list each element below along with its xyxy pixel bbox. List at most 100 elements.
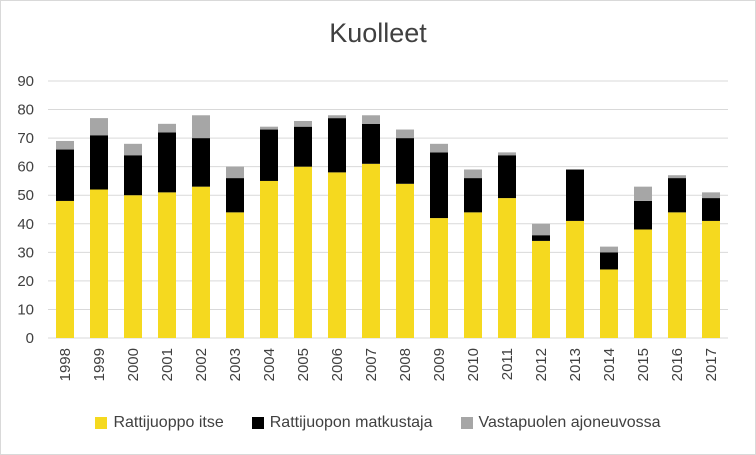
bar-segment [192, 138, 210, 187]
bar-segment [498, 152, 516, 156]
bar-segment [498, 155, 516, 199]
bar-segment [90, 189, 108, 338]
legend-label: Rattijuopon matkustaja [269, 414, 433, 431]
x-tick-label: 2005 [295, 348, 312, 381]
bar-segment [226, 166, 244, 179]
bar-segment [124, 155, 142, 196]
x-tick-label: 2013 [567, 348, 584, 381]
bar-segment [124, 143, 142, 156]
y-tick-label: 60 [17, 159, 34, 176]
bar-segment [600, 252, 618, 270]
x-tick-label: 2000 [125, 348, 142, 381]
x-tick-label: 2002 [193, 348, 210, 381]
bar-segment [634, 200, 652, 230]
x-tick-label: 2014 [601, 348, 618, 381]
bar-segment [90, 118, 108, 136]
bar-segment [532, 240, 550, 338]
bar-segment [158, 123, 176, 133]
x-tick-label: 2011 [499, 348, 516, 380]
bar-segment [668, 212, 686, 338]
x-tick-label: 2010 [465, 348, 482, 381]
bar-segment [260, 180, 278, 338]
bar-segment [56, 200, 74, 338]
x-tick-label: 1999 [91, 348, 108, 381]
bar-segment [634, 186, 652, 201]
bar-segment [294, 166, 312, 338]
bar-segment [192, 186, 210, 338]
x-tick-label: 2006 [329, 348, 346, 381]
bar-segment [362, 123, 380, 164]
bar-segment [396, 183, 414, 338]
x-tick-label: 2003 [227, 348, 244, 381]
bar-segment [124, 195, 142, 338]
chart-legend: Rattijuoppo itse Rattijuopon matkustaja … [0, 408, 756, 438]
bar-segment [192, 115, 210, 139]
x-tick-label: 1998 [57, 348, 74, 381]
x-tick-label: 2017 [703, 348, 720, 381]
bar-segment [362, 163, 380, 338]
y-tick-label: 20 [17, 273, 34, 290]
x-tick-label: 2007 [363, 348, 380, 381]
x-tick-label: 2015 [635, 348, 652, 381]
bar-segment [396, 138, 414, 184]
bar-segment [396, 129, 414, 139]
bar-segment [634, 229, 652, 338]
legend-label: Rattijuoppo itse [113, 414, 224, 431]
bar-segment [668, 178, 686, 213]
bar-segment [464, 178, 482, 213]
bar-segment [464, 212, 482, 338]
bar-segment [464, 169, 482, 179]
bar-segment [226, 212, 244, 338]
bar-segment [566, 169, 584, 221]
bar-segment [532, 223, 550, 236]
legend-swatch [460, 417, 473, 429]
bar-segment [328, 172, 346, 338]
legend-item-rattijuoppo-itse: Rattijuoppo itse [95, 414, 224, 432]
bar-segment [566, 220, 584, 338]
bar-segment [56, 149, 74, 201]
y-tick-label: 80 [17, 102, 34, 119]
bar-segment [430, 152, 448, 219]
bar-segment [668, 175, 686, 179]
y-tick-label: 40 [17, 216, 34, 233]
bar-segment [260, 126, 278, 130]
x-tick-label: 2009 [431, 348, 448, 381]
bar-segment [532, 235, 550, 241]
bar-segment [600, 246, 618, 253]
bar-segment [702, 192, 720, 199]
bar-segment [260, 129, 278, 181]
legend-swatch [95, 417, 108, 429]
legend-swatch [251, 417, 264, 429]
x-tick-label: 2008 [397, 348, 414, 381]
bar-segment [226, 178, 244, 213]
y-tick-label: 70 [17, 130, 34, 147]
y-tick-label: 50 [17, 187, 34, 204]
bar-segment [430, 218, 448, 338]
legend-label: Vastapuolen ajoneuvossa [478, 414, 661, 431]
bar-segment [328, 118, 346, 173]
bar-segment [702, 198, 720, 221]
bar-segment [56, 140, 74, 150]
bar-segment [328, 115, 346, 119]
x-tick-label: 2016 [669, 348, 686, 381]
bar-segment [158, 192, 176, 338]
x-tick-label: 2012 [533, 348, 550, 381]
legend-item-vastapuolen-ajoneuvossa: Vastapuolen ajoneuvossa [460, 414, 661, 432]
bar-segment [430, 143, 448, 153]
legend-item-rattijuopon-matkustaja: Rattijuopon matkustaja [251, 414, 433, 432]
bar-segment [362, 115, 380, 124]
bar-segment [294, 126, 312, 167]
chart-title: Kuolleet [329, 18, 427, 48]
bar-segment [498, 198, 516, 338]
y-tick-label: 0 [26, 330, 34, 347]
y-tick-label: 90 [17, 73, 34, 90]
bar-segment [702, 220, 720, 338]
y-tick-label: 30 [17, 244, 34, 261]
bar-segment [294, 120, 312, 127]
bar-segment [600, 269, 618, 338]
x-tick-label: 2004 [261, 348, 278, 381]
x-tick-label: 2001 [159, 348, 176, 381]
bar-segment [158, 132, 176, 193]
y-tick-label: 10 [17, 301, 34, 318]
